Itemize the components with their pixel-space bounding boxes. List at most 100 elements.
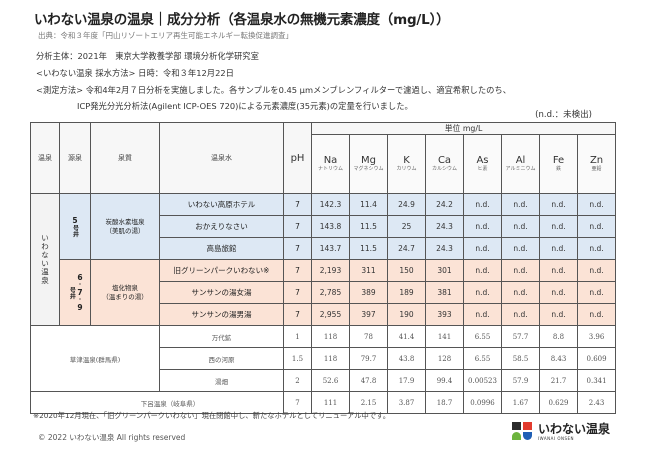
- value-zn: n.d.: [576, 303, 617, 326]
- header-element-fe: Fe 鉄: [539, 134, 578, 194]
- water-name: 西の河原: [159, 347, 284, 370]
- header-ph: pH: [283, 122, 312, 194]
- source-well-6-7-9: 号井 6 ・ 7 ・ 9: [59, 259, 91, 326]
- ph-value: 1.5: [283, 347, 312, 370]
- value-as: 6.55: [463, 347, 502, 370]
- value-as: n.d.: [463, 215, 502, 238]
- value-k: 25: [387, 215, 426, 238]
- value-ca: 24.3: [425, 237, 464, 260]
- value-mg: 79.7: [349, 347, 388, 370]
- value-mg: 47.8: [349, 369, 388, 392]
- value-na: 143.7: [311, 237, 350, 260]
- header-element-ca: Ca カルシウム: [425, 134, 464, 194]
- header-quality: 泉質: [90, 122, 160, 194]
- value-na: 2,785: [311, 281, 350, 304]
- water-name: サンサンの湯男湯: [159, 303, 284, 326]
- value-as: n.d.: [463, 259, 502, 282]
- copyright: © 2022 いわない温泉 All rights reserved: [38, 433, 186, 442]
- value-ca: 141: [425, 325, 464, 348]
- footnote: ※2020年12月現在、「旧グリーンパークいわない」現在閉館中し、新たなホテルと…: [33, 411, 390, 420]
- value-k: 3.87: [387, 391, 426, 414]
- source-well-5: 5 号井: [59, 193, 91, 260]
- table-row: サンサンの湯女湯 7 2,785 389 189 381 n.d. n.d. n…: [31, 281, 617, 304]
- value-fe: 8.8: [539, 325, 578, 348]
- value-zn: n.d.: [576, 237, 617, 260]
- value-fe: n.d.: [539, 215, 578, 238]
- onsen-kusatsu: 草津温泉(群馬県): [30, 325, 160, 392]
- value-ca: 393: [425, 303, 464, 326]
- value-k: 43.8: [387, 347, 426, 370]
- ph-value: 7: [283, 281, 312, 304]
- value-mg: 11.4: [349, 193, 388, 216]
- value-as: n.d.: [463, 237, 502, 260]
- value-na: 142.3: [311, 193, 350, 216]
- value-k: 24.7: [387, 237, 426, 260]
- brand-logo: いわない温泉 IWANAI ONSEN: [512, 422, 610, 442]
- value-fe: 21.7: [539, 369, 578, 392]
- value-zn: n.d.: [576, 215, 617, 238]
- value-ca: 381: [425, 281, 464, 304]
- value-fe: n.d.: [539, 303, 578, 326]
- value-al: 1.67: [501, 391, 540, 414]
- water-name: 旧グリーンパークいわない※: [159, 259, 284, 282]
- value-zn: n.d.: [576, 259, 617, 282]
- header-element-mg: Mg マグネシウム: [349, 134, 388, 194]
- value-mg: 2.15: [349, 391, 388, 414]
- spring-quality-chloride: 塩化物泉 （温まりの湯）: [90, 259, 160, 326]
- value-al: n.d.: [501, 215, 540, 238]
- value-na: 118: [311, 325, 350, 348]
- header-element-zn: Zn 亜鉛: [576, 134, 617, 194]
- table-row: いわない温泉 5 号井 炭酸水素塩泉 （美肌の湯） いわない高原ホテル 7 14…: [30, 193, 617, 326]
- value-na: 2,193: [311, 259, 350, 282]
- value-ca: 18.7: [425, 391, 464, 414]
- header-water: 温泉水: [159, 122, 284, 194]
- ph-value: 2: [283, 369, 312, 392]
- header-onsen: 温泉: [30, 122, 60, 194]
- onsen-gero: 下呂温泉（岐阜県）: [30, 391, 284, 414]
- page-title: いわない温泉の温泉｜成分分析（各温泉水の無機元素濃度（mg/L））: [34, 12, 450, 28]
- value-fe: n.d.: [539, 259, 578, 282]
- header-source: 源泉: [59, 122, 91, 194]
- value-mg: 11.5: [349, 237, 388, 260]
- value-mg: 11.5: [349, 215, 388, 238]
- value-as: 6.55: [463, 325, 502, 348]
- measurement-method: <測定方法> 令和4年2月７日分析を実施しました。各サンプルを0.45 μmメン…: [36, 85, 512, 95]
- value-al: n.d.: [501, 193, 540, 216]
- value-zn: 0.609: [576, 347, 617, 370]
- value-k: 190: [387, 303, 426, 326]
- value-k: 189: [387, 281, 426, 304]
- logo-text: いわない温泉: [538, 422, 611, 436]
- value-fe: n.d.: [539, 237, 578, 260]
- value-k: 17.9: [387, 369, 426, 392]
- value-as: 0.0996: [463, 391, 502, 414]
- spring-quality-bicarbonate: 炭酸水素塩泉 （美肌の湯）: [90, 193, 160, 260]
- value-ca: 128: [425, 347, 464, 370]
- value-as: n.d.: [463, 193, 502, 216]
- water-name: 湯畑: [159, 369, 284, 392]
- value-na: 52.6: [311, 369, 350, 392]
- analysis-entity: 分析主体：2021年 東京大学教養学部 環境分析化学研究室: [36, 51, 259, 61]
- value-ca: 24.2: [425, 193, 464, 216]
- value-fe: 8.43: [539, 347, 578, 370]
- measurement-method-cont: ICP発光分光分析法(Agilent ICP-OES 720)による元素濃度(3…: [77, 101, 413, 111]
- ph-value: 7: [283, 193, 312, 216]
- water-name: 万代鉱: [159, 325, 284, 348]
- value-zn: 3.96: [576, 325, 617, 348]
- value-fe: n.d.: [539, 281, 578, 304]
- table-row: 湯畑 2 52.6 47.8 17.9 99.4 0.00523 57.9 21…: [31, 369, 617, 392]
- value-k: 24.9: [387, 193, 426, 216]
- logo-subtext: IWANAI ONSEN: [538, 436, 575, 441]
- unit-label: 単位 mg/L: [310, 122, 617, 135]
- header-element-k: K カリウム: [387, 134, 426, 194]
- water-name: おかえりなさい: [159, 215, 284, 238]
- water-name: 高島旅館: [159, 237, 284, 260]
- composition-table: 温泉 源泉 泉質 温泉水 pH 単位 mg/L Na ナトリウム Mg マグネシウム…: [30, 122, 617, 414]
- ph-value: 7: [283, 391, 312, 414]
- value-al: 58.5: [501, 347, 540, 370]
- value-ca: 301: [425, 259, 464, 282]
- value-as: 0.00523: [463, 369, 502, 392]
- ph-value: 7: [283, 237, 312, 260]
- value-na: 2,955: [311, 303, 350, 326]
- table-row: 号井 6 ・ 7 ・ 9 塩化物泉 （温まりの湯） 旧グリーンパークいわない※ …: [31, 259, 617, 326]
- value-mg: 389: [349, 281, 388, 304]
